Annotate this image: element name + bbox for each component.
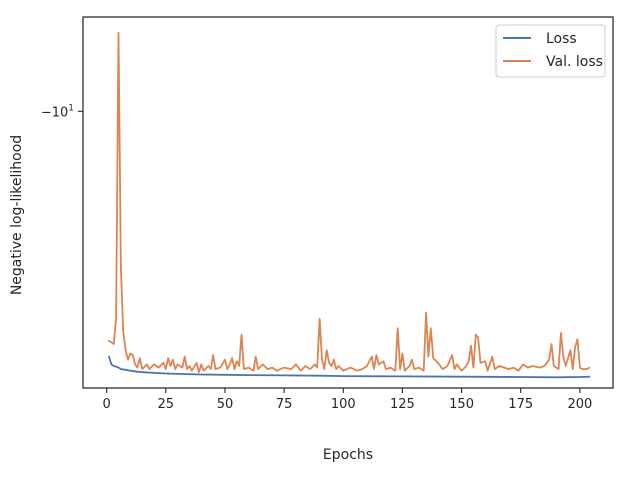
x-axis-label: Epochs — [323, 447, 373, 463]
legend-label-val-loss: Val. loss — [546, 54, 603, 70]
y-tick-label: −101 — [41, 103, 74, 120]
plot-area — [82, 16, 614, 389]
series-line-loss — [108, 355, 591, 379]
x-tick-label: 100 — [331, 397, 356, 412]
x-tick-label: 50 — [217, 397, 234, 412]
x-tick-label: 25 — [158, 397, 175, 412]
x-axis-ticks: 0 25 50 75 100 125 150 175 200 — [103, 388, 592, 412]
x-tick-label: 0 — [103, 397, 111, 412]
x-tick-label: 125 — [390, 397, 415, 412]
x-tick-label: 150 — [449, 397, 474, 412]
y-axis-ticks: −101 — [41, 103, 83, 120]
x-tick-label: 175 — [508, 397, 533, 412]
x-tick-label: 75 — [276, 397, 293, 412]
plot-frame — [82, 16, 614, 389]
x-tick-label: 200 — [567, 397, 592, 412]
series-layer — [108, 31, 591, 379]
legend-label-loss: Loss — [546, 31, 577, 47]
y-axis-label: Negative log-likelihood — [9, 135, 25, 295]
legend: Loss Val. loss — [495, 24, 606, 78]
series-line-val-loss — [108, 31, 591, 374]
